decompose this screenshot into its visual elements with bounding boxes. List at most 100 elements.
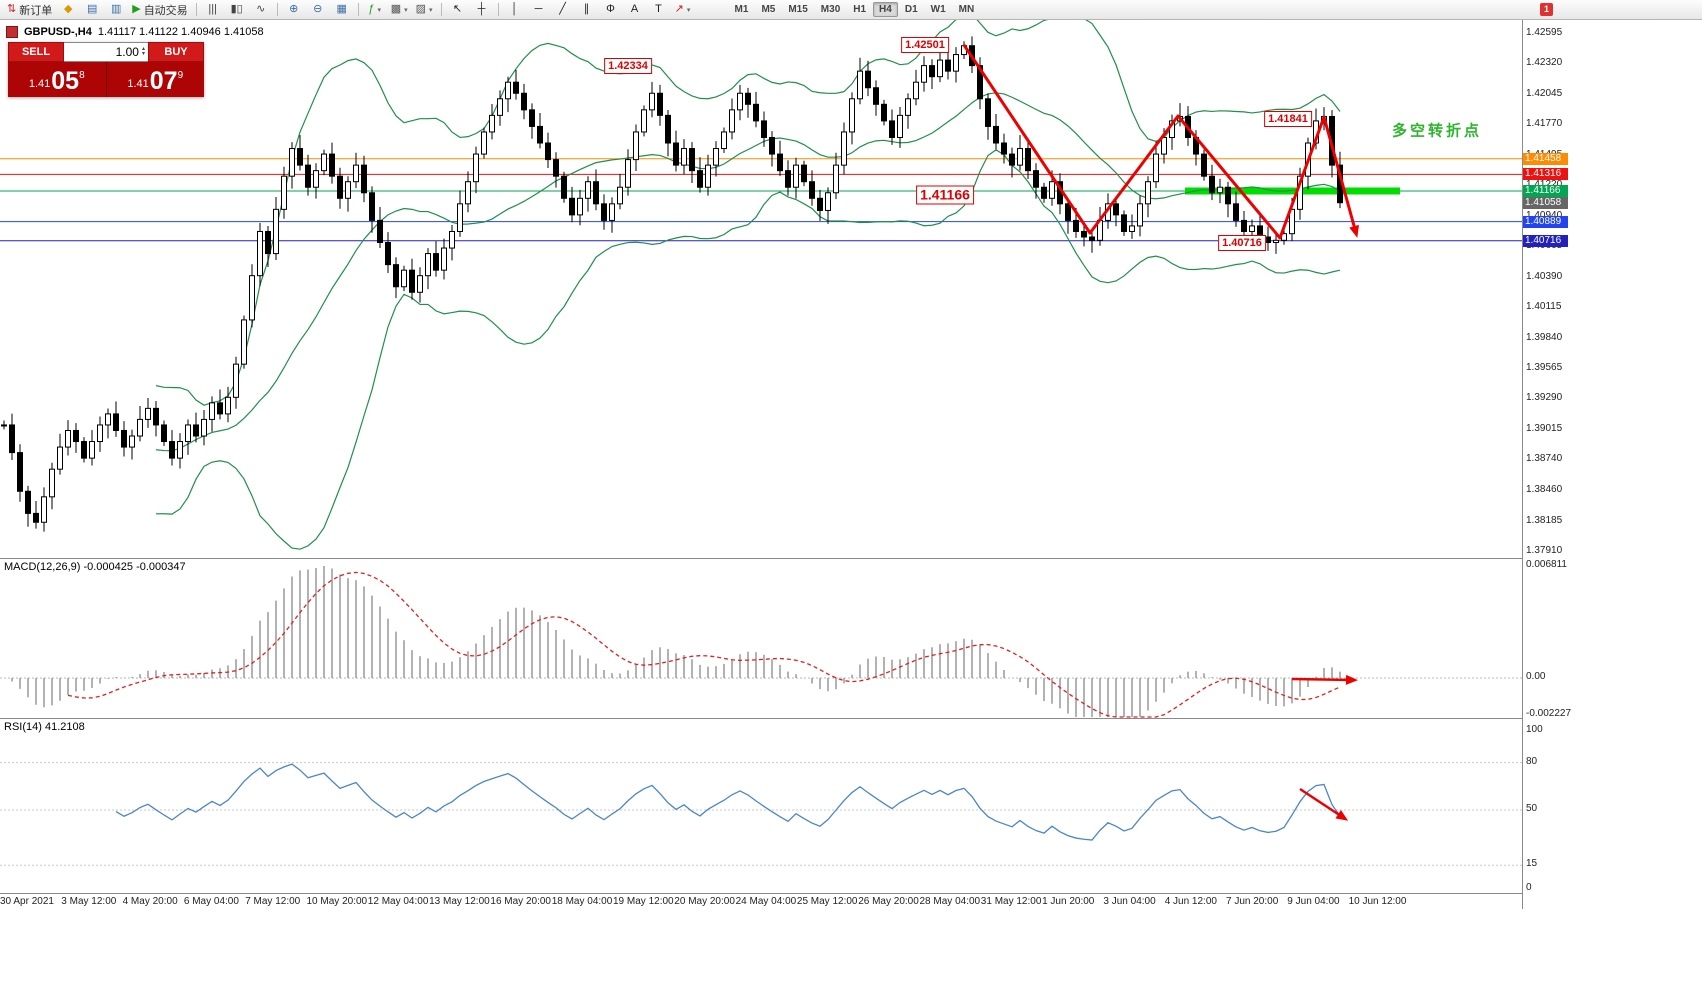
timeframe-d1-button[interactable]: D1 — [904, 4, 918, 15]
price-axis-tick: 1.37910 — [1526, 545, 1563, 556]
timeframe-w1-button[interactable]: W1 — [930, 4, 946, 15]
channel-button[interactable]: ∥ — [575, 0, 599, 19]
alert-count-badge[interactable]: 1 — [1540, 3, 1553, 16]
sell-button[interactable]: SELL — [8, 42, 64, 62]
toolbar-separator — [497, 3, 499, 16]
data-window-button[interactable]: ▥ — [104, 0, 128, 19]
fibonacci-button[interactable]: Φ — [599, 0, 623, 19]
new-order-button-button[interactable]: ⇅ 新订单 — [3, 0, 56, 19]
sell-price-small: 1.41 — [28, 78, 51, 90]
text-label-icon: T — [655, 3, 662, 15]
zoom-out-button[interactable]: ⊖ — [306, 0, 330, 19]
macd-canvas[interactable] — [0, 559, 1522, 719]
chevron-down-icon[interactable]: ▾ — [686, 6, 691, 14]
buy-button[interactable]: BUY — [148, 42, 204, 62]
vertical-line-button[interactable]: │ — [503, 0, 527, 19]
volume-stepper[interactable]: ▴ ▾ — [141, 46, 145, 57]
arrows-button[interactable]: ↗ ▾ — [671, 0, 695, 19]
buy-price[interactable]: 1.41 07 9 — [107, 62, 205, 97]
horizontal-line-icon: ─ — [534, 3, 543, 15]
text-button[interactable]: A — [623, 0, 647, 19]
timeframe-m5-button[interactable]: M5 — [761, 4, 776, 15]
time-axis-label: 20 May 20:00 — [674, 896, 735, 907]
timeframe-mn-button[interactable]: MN — [958, 4, 975, 15]
cursor-icon: ↖ — [452, 3, 463, 15]
price-axis[interactable]: 1.425951.423201.420451.417701.414951.412… — [1522, 20, 1572, 909]
line-chart-button[interactable]: ∿ — [249, 0, 273, 19]
toolbar-separator — [440, 3, 442, 16]
tile-windows-icon: ▦ — [336, 3, 347, 15]
time-axis[interactable]: 30 Apr 2021 3 May 12:00 4 May 20:00 6 May 0… — [0, 893, 1522, 910]
rsi-axis-label: 15 — [1526, 858, 1538, 870]
time-axis-label: 26 May 20:00 — [858, 896, 919, 907]
new-chart-button[interactable]: ▩ ▾ — [387, 0, 412, 19]
macd-axis-label: -0.002227 — [1526, 707, 1572, 719]
rsi-canvas[interactable] — [0, 719, 1522, 894]
time-axis-label: 10 Jun 12:00 — [1348, 896, 1407, 907]
vertical-line-icon: │ — [511, 3, 518, 15]
text-icon: A — [630, 3, 639, 15]
market-watch-button[interactable]: ▤ — [80, 0, 104, 19]
timeframe-m30-button[interactable]: M30 — [820, 4, 841, 15]
trendline-button[interactable]: ╱ — [551, 0, 575, 19]
time-axis-label: 28 May 04:00 — [919, 896, 981, 907]
price-tag: 1.40716 — [1523, 234, 1568, 247]
price-tag: 1.41166 — [1523, 184, 1568, 197]
price-tag: 1.41316 — [1523, 168, 1568, 181]
time-axis-label: 1 Jun 20:00 — [1042, 896, 1095, 907]
timeframe-h1-button[interactable]: H1 — [853, 4, 867, 15]
candlestick-chart-button[interactable]: ▮▯ — [225, 0, 249, 19]
volume-input[interactable]: 1.00 ▴ ▾ — [64, 42, 148, 62]
time-axis-label: 30 Apr 2021 — [0, 896, 54, 907]
volume-up-icon[interactable]: ▴ — [141, 46, 145, 52]
price-chart-canvas[interactable] — [0, 20, 1522, 558]
timeframe-toolbar: M1 M5 M15 M30 H1 H4 D1 W1 MN — [729, 2, 981, 17]
chevron-down-icon[interactable]: ▾ — [429, 6, 433, 14]
price-axis-tick: 1.42595 — [1526, 27, 1563, 38]
macd-axis-label: 0.006811 — [1526, 559, 1567, 570]
price-chart-panel[interactable]: 1.42334 1.42501 1.41841 1.41166 1.40716 多空转折点… — [0, 20, 1522, 558]
zoom-in-button[interactable]: ⊕ — [282, 0, 306, 19]
ohlc-values: 1.41117 1.41122 1.40946 1.41058 — [97, 26, 264, 38]
bar-chart-icon: ||| — [208, 3, 217, 15]
auto-trading-button-button[interactable]: ▶ 自动交易 — [128, 0, 191, 19]
symbol-label: GBPUSD-,H4 — [24, 26, 92, 38]
toolbar-separator — [357, 3, 359, 16]
price-axis-tick: 1.40390 — [1526, 270, 1563, 282]
timeframe-h4-button[interactable]: H4 — [873, 2, 898, 17]
rsi-axis-label: 100 — [1526, 724, 1543, 735]
rsi-indicator-panel[interactable]: RSI(14) 41.2108 — [0, 718, 1522, 894]
bar-chart-button[interactable]: ||| — [201, 0, 225, 19]
time-axis-label: 7 May 12:00 — [245, 896, 301, 907]
cursor-button[interactable]: ↖ — [446, 0, 470, 19]
trade-widget-prices: 1.41 05 8 1.41 07 9 — [8, 62, 204, 97]
timeframe-m15-button[interactable]: M15 — [788, 4, 808, 15]
symbols-icon: ◆ — [63, 3, 73, 15]
toolbar-separator — [276, 3, 278, 16]
crosshair-button[interactable]: ┼ — [470, 0, 494, 19]
arrows-icon: ↗ — [674, 3, 684, 15]
price-axis-tick: 1.41770 — [1526, 118, 1563, 130]
chevron-down-icon[interactable]: ▾ — [377, 6, 381, 14]
chart-icon — [6, 26, 18, 38]
macd-indicator-panel[interactable]: MACD(12,26,9) -0.000425 -0.000347 — [0, 558, 1522, 719]
sell-price[interactable]: 1.41 05 8 — [8, 62, 107, 97]
rsi-label: RSI(14) 41.2108 — [4, 721, 85, 733]
horizontal-line-button[interactable]: ─ — [527, 0, 551, 19]
text-label-button[interactable]: T — [647, 0, 671, 19]
symbols-button[interactable]: ◆ — [56, 0, 80, 19]
templates-button[interactable]: ▨ ▾ — [412, 0, 437, 19]
time-axis-label: 25 May 12:00 — [796, 896, 858, 907]
time-axis-label: 31 May 12:00 — [980, 896, 1042, 907]
indicators-button[interactable]: ƒ ▾ — [363, 0, 387, 19]
templates-icon: ▨ — [415, 3, 427, 15]
sell-price-big: 05 — [51, 67, 80, 95]
tile-windows-button[interactable]: ▦ — [330, 0, 354, 19]
chevron-down-icon[interactable]: ▾ — [404, 6, 408, 14]
rsi-axis-label: 0 — [1526, 882, 1532, 893]
volume-down-icon[interactable]: ▾ — [141, 51, 145, 57]
buy-price-big: 07 — [149, 67, 178, 95]
zoom-out-icon: ⊖ — [313, 3, 323, 15]
timeframe-m1-button[interactable]: M1 — [734, 4, 749, 15]
